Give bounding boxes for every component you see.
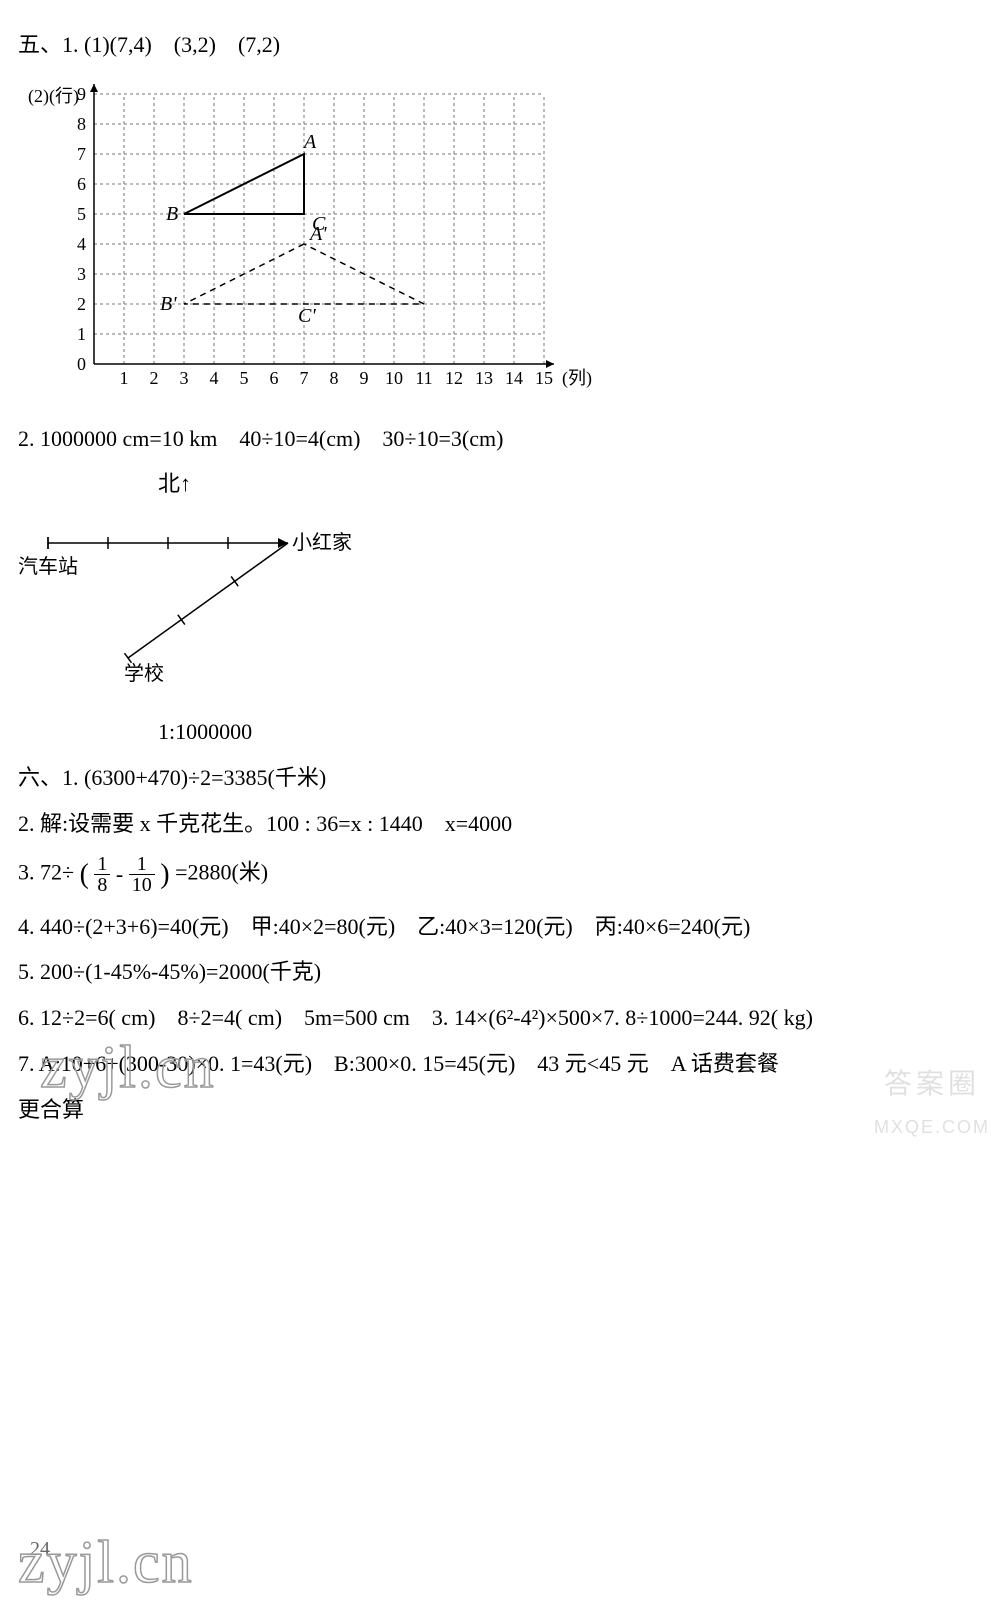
frac-1-8: 1 8 [94, 854, 110, 895]
svg-text:2: 2 [77, 294, 86, 314]
grid-svg: 0123456789123456789101112131415(列)(2)(行)… [24, 74, 624, 394]
svg-text:小红家: 小红家 [292, 531, 352, 554]
svg-text:3: 3 [180, 368, 189, 388]
section6-l1: 六、1. (6300+470)÷2=3385(千米) [18, 757, 982, 799]
coordinate-grid: 0123456789123456789101112131415(列)(2)(行)… [24, 74, 982, 408]
svg-text:4: 4 [77, 234, 86, 254]
svg-text:5: 5 [77, 204, 86, 224]
svg-text:3: 3 [77, 264, 86, 284]
svg-text:7: 7 [77, 144, 86, 164]
svg-text:0: 0 [77, 354, 86, 374]
frac1-num: 1 [94, 854, 110, 875]
svg-text:14: 14 [505, 368, 523, 388]
svg-text:B: B [166, 203, 178, 225]
svg-text:6: 6 [77, 174, 86, 194]
svg-text:11: 11 [415, 368, 432, 388]
svg-text:8: 8 [77, 114, 86, 134]
watermark-2: zyjl.cn [18, 1505, 194, 1619]
svg-text:15: 15 [535, 368, 553, 388]
wm-right-bot: MXQE.COM [874, 1110, 990, 1144]
svg-text:A: A [302, 131, 317, 153]
frac1-den: 8 [94, 875, 110, 895]
svg-text:8: 8 [330, 368, 339, 388]
svg-text:4: 4 [210, 368, 219, 388]
svg-text:(2)(行): (2)(行) [28, 86, 79, 107]
svg-text:B': B' [160, 293, 177, 315]
frac-1-10: 1 10 [129, 854, 155, 895]
svg-text:10: 10 [385, 368, 403, 388]
frac2-num: 1 [129, 854, 155, 875]
svg-text:9: 9 [360, 368, 369, 388]
watermark-1: zyjl.cn [40, 1010, 216, 1124]
svg-text:1: 1 [120, 368, 129, 388]
svg-text:学校: 学校 [124, 662, 164, 685]
map-diagram: 小红家汽车站学校 [18, 513, 982, 707]
wm-right-top: 答案圈 [874, 1057, 990, 1110]
svg-text:7: 7 [300, 368, 309, 388]
svg-text:6: 6 [270, 368, 279, 388]
map-scale: 1:1000000 [158, 711, 982, 753]
watermark-right: 答案圈 MXQE.COM [874, 1057, 990, 1144]
svg-text:1: 1 [77, 324, 86, 344]
svg-text:5: 5 [240, 368, 249, 388]
svg-text:C': C' [298, 305, 316, 327]
svg-text:汽车站: 汽车站 [18, 555, 78, 578]
l3-prefix: 3. 72÷ [18, 860, 74, 885]
section6-l4: 4. 440÷(2+3+6)=40(元) 甲:40×2=80(元) 乙:40×3… [18, 906, 982, 948]
section5-line2: 2. 1000000 cm=10 km 40÷10=4(cm) 30÷10=3(… [18, 418, 982, 460]
svg-text:(列): (列) [562, 368, 592, 389]
svg-text:12: 12 [445, 368, 463, 388]
svg-text:13: 13 [475, 368, 493, 388]
section5-heading: 五、1. (1)(7,4) (3,2) (7,2) [18, 24, 982, 66]
section6-l5: 5. 200÷(1-45%-45%)=2000(千克) [18, 951, 982, 993]
svg-text:2: 2 [150, 368, 159, 388]
svg-text:A': A' [308, 223, 327, 245]
l3-suffix: =2880(米) [175, 860, 268, 885]
map-svg: 小红家汽车站学校 [18, 513, 478, 693]
north-label: 北↑ [158, 463, 982, 505]
section6-l3: 3. 72÷ ( 1 8 - 1 10 ) =2880(米) [18, 848, 982, 901]
frac2-den: 10 [129, 875, 155, 895]
section6-l2: 2. 解:设需要 x 千克花生。100 : 36=x : 1440 x=4000 [18, 803, 982, 845]
